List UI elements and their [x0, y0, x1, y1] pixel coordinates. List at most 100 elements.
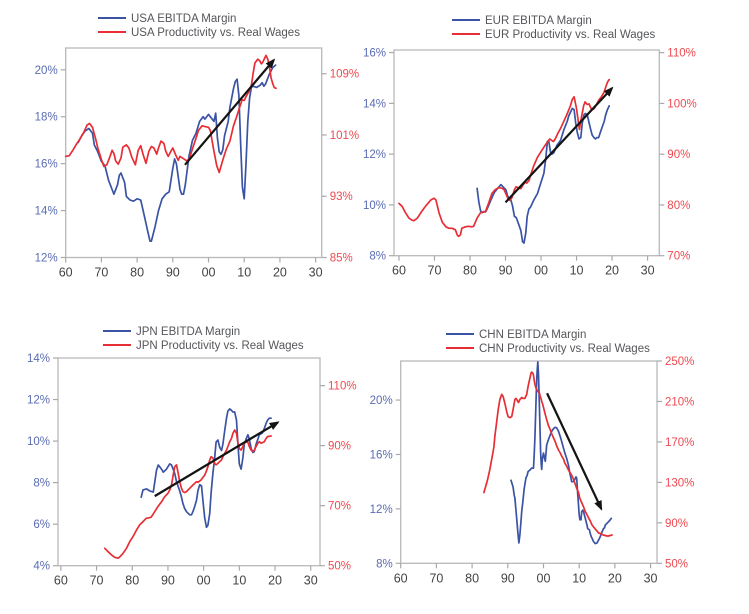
legend-eur: EUR EBITDA Margin EUR Productivity vs. Re…	[452, 15, 655, 41]
usa-blue-line	[77, 64, 277, 242]
legend-label-blue-eur: EUR EBITDA Margin	[485, 15, 592, 27]
right-tick-label-eur: 100%	[667, 98, 696, 110]
left-tick-label-eur: 10%	[363, 200, 386, 212]
legend-chn: CHN EBITDA Margin CHN Productivity vs. Re…	[446, 329, 650, 355]
left-tick-label-jpn: 4%	[33, 561, 50, 573]
left-tick-label-jpn: 12%	[27, 395, 50, 407]
left-tick-label-chn: 16%	[370, 449, 393, 461]
right-tick-label-jpn: 50%	[328, 561, 351, 573]
x-tick-label-usa: 10	[237, 266, 251, 280]
x-tick-label-chn: 90	[501, 571, 515, 585]
legend-label-blue-chn: CHN EBITDA Margin	[479, 329, 586, 341]
left-tick-label-usa: 20%	[35, 65, 58, 77]
eur-red-line	[398, 78, 611, 238]
left-tick-label-jpn: 8%	[33, 478, 50, 490]
left-tick-label-eur: 8%	[369, 251, 386, 263]
x-tick-label-jpn: 80	[125, 574, 139, 588]
left-tick-label-chn: 20%	[370, 395, 393, 407]
legend-label-blue-usa: USA EBITDA Margin	[131, 13, 236, 25]
left-tick-label-eur: 16%	[363, 48, 386, 60]
x-tick-label-usa: 70	[94, 266, 108, 280]
x-tick-label-eur: 20	[605, 264, 619, 278]
x-tick-label-jpn: 10	[232, 574, 246, 588]
x-tick-label-usa: 20	[273, 266, 287, 280]
x-tick-label-usa: 80	[130, 266, 144, 280]
left-tick-label-usa: 12%	[35, 253, 58, 265]
trend-arrow-jpn	[154, 421, 280, 498]
right-tick-label-chn: 90%	[665, 518, 688, 530]
right-tick-label-usa: 109%	[330, 69, 359, 81]
trend-arrow-usa	[184, 58, 276, 166]
left-tick-label-eur: 14%	[363, 98, 386, 110]
jpn-blue-line	[140, 408, 272, 529]
chart-usa: 12% 14% 16% 18% 20% 85% 93% 101% 109% 60 70 80 90 00 1…	[35, 13, 359, 280]
chart-chn: 8% 12% 16% 20% 50% 90% 130% 170% 210% 250% 60 70 80 9…	[370, 329, 695, 585]
x-tick-label-chn: 10	[572, 571, 586, 585]
right-tick-label-chn: 130%	[665, 477, 694, 489]
x-tick-label-chn: 60	[394, 571, 408, 585]
x-tick-label-jpn: 90	[161, 574, 175, 588]
right-tick-label-eur: 90%	[667, 149, 690, 161]
x-tick-label-jpn: 70	[90, 574, 104, 588]
left-tick-label-usa: 16%	[35, 159, 58, 171]
x-tick-label-jpn: 20	[268, 574, 282, 588]
right-tick-label-chn: 210%	[665, 396, 694, 408]
x-tick-label-eur: 30	[641, 264, 655, 278]
x-tick-label-eur: 80	[463, 264, 477, 278]
x-tick-label-usa: 90	[166, 266, 180, 280]
right-tick-label-eur: 70%	[667, 251, 690, 263]
left-tick-label-chn: 8%	[376, 558, 393, 570]
legend-label-blue-jpn: JPN EBITDA Margin	[136, 326, 240, 338]
trend-arrow-eur	[504, 86, 614, 204]
x-tick-label-eur: 60	[392, 264, 406, 278]
x-tick-label-eur: 70	[428, 264, 442, 278]
x-tick-label-usa: 00	[202, 266, 216, 280]
right-tick-label-jpn: 110%	[328, 381, 357, 393]
x-tick-label-usa: 60	[59, 266, 73, 280]
x-tick-label-jpn: 00	[197, 574, 211, 588]
legend-jpn: JPN EBITDA Margin JPN Productivity vs. Re…	[103, 326, 304, 352]
legend-label-red-eur: EUR Productivity vs. Real Wages	[485, 29, 655, 41]
x-tick-label-chn: 20	[608, 571, 622, 585]
eur-blue-line	[476, 105, 611, 244]
x-tick-label-eur: 00	[534, 264, 548, 278]
chn-blue-line	[510, 361, 613, 545]
right-tick-label-usa: 85%	[330, 253, 353, 265]
legend-label-red-usa: USA Productivity vs. Real Wages	[131, 27, 300, 39]
left-tick-label-jpn: 6%	[33, 519, 50, 531]
left-tick-label-jpn: 10%	[27, 436, 50, 448]
x-tick-label-eur: 10	[570, 264, 584, 278]
right-tick-label-chn: 250%	[665, 356, 694, 368]
x-tick-label-jpn: 60	[54, 574, 68, 588]
x-tick-label-eur: 90	[499, 264, 513, 278]
jpn-red-line	[103, 429, 272, 560]
x-tick-label-usa: 30	[309, 266, 323, 280]
plot-frame-chn	[400, 360, 658, 564]
right-tick-label-chn: 170%	[665, 437, 694, 449]
left-tick-label-eur: 12%	[363, 149, 386, 161]
legend-label-red-chn: CHN Productivity vs. Real Wages	[479, 343, 650, 355]
right-tick-label-jpn: 90%	[328, 441, 351, 453]
plot-frame-eur	[393, 49, 660, 257]
x-tick-label-jpn: 30	[304, 574, 318, 588]
x-tick-label-chn: 80	[465, 571, 479, 585]
chn-red-line	[483, 371, 613, 537]
usa-red-line	[64, 54, 277, 174]
trend-arrow-chn	[546, 392, 603, 511]
x-tick-label-chn: 30	[644, 571, 658, 585]
left-tick-label-usa: 14%	[35, 206, 58, 218]
plot-frame-jpn	[57, 357, 321, 567]
right-tick-label-eur: 80%	[667, 200, 690, 212]
chart-eur: 8% 10% 12% 14% 16% 70% 80% 90% 100% 110% 60 70 80 90 0…	[363, 15, 697, 278]
right-tick-label-jpn: 70%	[328, 501, 351, 513]
plot-frame-usa	[65, 47, 323, 259]
chart-jpn: 4% 6% 8% 10% 12% 14% 50% 70% 90% 110% 60 70 80 90 00 10…	[27, 326, 357, 588]
right-tick-label-usa: 101%	[330, 130, 359, 142]
left-tick-label-jpn: 14%	[27, 353, 50, 365]
legend-label-red-jpn: JPN Productivity vs. Real Wages	[136, 340, 304, 352]
right-tick-label-eur: 110%	[667, 48, 696, 60]
x-tick-label-chn: 00	[537, 571, 551, 585]
right-tick-label-usa: 93%	[330, 191, 353, 203]
right-tick-label-chn: 50%	[665, 558, 688, 570]
